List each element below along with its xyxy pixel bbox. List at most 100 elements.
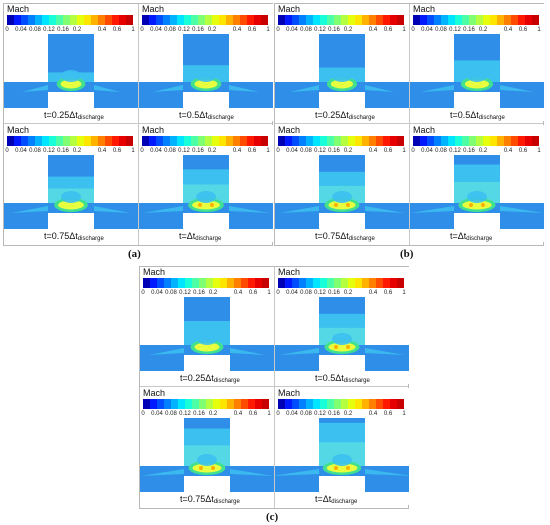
- colorbar-tick-label: 0.12: [314, 290, 326, 296]
- caption-b: (b): [400, 248, 414, 260]
- jet-plume-core: [58, 200, 84, 210]
- jet-plume-core: [60, 79, 82, 89]
- jet-dome: [61, 70, 81, 82]
- colorbar-tick-label: 0.16: [192, 148, 204, 154]
- shear-layer-left: [290, 85, 319, 92]
- mach-contour-plot: [4, 34, 138, 108]
- colorbar-tick-label: 0: [276, 411, 280, 417]
- colorbar-tick-label: 0: [140, 148, 144, 154]
- legend-title: Mach: [413, 125, 436, 135]
- colorbar: [413, 15, 539, 25]
- mach-contour-plot: [4, 155, 138, 229]
- jet-hot-spot: [211, 466, 215, 470]
- colorbar-tick-label: 0.4: [233, 411, 243, 417]
- colorbar-tick-label: 0.08: [435, 27, 447, 33]
- colorbar: [7, 136, 133, 146]
- colorbar-tick-label: 1: [402, 148, 406, 154]
- shear-layer-left: [142, 206, 183, 213]
- colorbar-tick-label: 1: [266, 148, 270, 154]
- colorbar-tick-label: 0.04: [286, 148, 298, 154]
- colorbar-tick-label: 0.16: [57, 148, 69, 154]
- colorbar-tick-label: 0.2: [72, 148, 82, 154]
- colorbar-tick-label: 0.04: [286, 411, 298, 417]
- colorbar-tick-label: 0.16: [463, 148, 475, 154]
- shear-layer-left: [11, 206, 48, 213]
- legend-title: Mach: [7, 125, 30, 135]
- time-label: t=Δtdischarge: [450, 231, 493, 242]
- jet-dome: [197, 333, 217, 345]
- legend-title: Mach: [7, 4, 30, 14]
- colorbar-tick-label: 0.08: [300, 411, 312, 417]
- colorbar-tick-label: 0.16: [328, 411, 340, 417]
- jet-dome: [196, 70, 216, 82]
- caption-a: (a): [128, 248, 141, 260]
- jet-dome: [467, 191, 487, 203]
- colorbar-tick-label: 1: [537, 148, 541, 154]
- time-label: t=0.75Δtdischarge: [315, 231, 375, 242]
- colorbar-tick-label: 0.12: [449, 148, 461, 154]
- colorbar-tick-label: 0.12: [314, 148, 326, 154]
- panel-c-1: Mach 0 0.04 0.08 0.12 0.16 0.2 0.4 0.6 1 t=0.25Δtd…: [140, 267, 274, 384]
- pipe-blockage: [184, 476, 230, 492]
- shear-layer-right: [365, 85, 394, 92]
- figure-group-c: Mach 0 0.04 0.08 0.12 0.16 0.2 0.4 0.6 1 t=0.25Δtd…: [139, 266, 409, 509]
- colorbar-tick-label: 0.4: [503, 148, 513, 154]
- legend-title: Mach: [278, 267, 301, 277]
- panel-b-3: Mach 0 0.04 0.08 0.12 0.16 0.2 0.4 0.6 1 t=0.75Δtd…: [275, 125, 409, 242]
- mach-contour-plot: [139, 155, 273, 229]
- colorbar-tick-label: 0.16: [328, 290, 340, 296]
- jet-hot-spot: [334, 466, 338, 470]
- colorbar-tick-label: 0.08: [300, 290, 312, 296]
- shear-layer-right: [230, 348, 265, 355]
- colorbar-tick-label: 1: [131, 148, 135, 154]
- jet-hot-spot: [469, 203, 473, 207]
- jet-hot-spot: [334, 203, 338, 207]
- colorbar-tick-label: 0: [276, 148, 280, 154]
- colorbar-tick-label: 0: [411, 27, 415, 33]
- colorbar-tick-label: 0.04: [150, 148, 162, 154]
- colorbar-tick-label: 0.12: [179, 411, 191, 417]
- colorbar-tick-label: 0.16: [192, 27, 204, 33]
- colorbar-tick-label: 0.6: [383, 27, 393, 33]
- panel-c-2: Mach 0 0.04 0.08 0.12 0.16 0.2 0.4 0.6 1 t=0.5Δtdi…: [275, 267, 409, 384]
- colorbar: [278, 15, 404, 25]
- shear-layer-left: [152, 85, 183, 92]
- time-label: t=0.25Δtdischarge: [180, 373, 240, 384]
- colorbar-tick-label: 0.04: [151, 411, 163, 417]
- time-label: t=0.75Δtdischarge: [44, 231, 104, 242]
- colorbar-tick-label: 0.6: [518, 148, 528, 154]
- colorbar-tick-label: 0.2: [343, 411, 353, 417]
- shear-layer-right: [365, 206, 405, 213]
- shear-layer-left: [149, 348, 184, 355]
- shear-layer-right: [229, 206, 270, 213]
- pipe-blockage: [184, 355, 230, 371]
- colorbar-tick-label: 1: [402, 411, 406, 417]
- jet-dome: [332, 191, 352, 203]
- colorbar-tick-label: 1: [402, 27, 406, 33]
- jet-hot-spot: [199, 466, 203, 470]
- colorbar-tick-label: 0.2: [343, 148, 353, 154]
- colorbar-tick-label: 1: [267, 411, 271, 417]
- colorbar-tick-label: 0.04: [150, 27, 162, 33]
- colorbar-tick-label: 0.6: [248, 290, 258, 296]
- colorbar-tick-label: 0.08: [29, 27, 41, 33]
- colorbar-tick-label: 0.4: [368, 27, 378, 33]
- panel-a-3: Mach 0 0.04 0.08 0.12 0.16 0.2 0.4 0.6 1 t=0.75Δtd…: [4, 125, 138, 242]
- pipe-blockage: [319, 355, 365, 371]
- time-label: t=Δtdischarge: [179, 231, 222, 242]
- colorbar-tick-label: 0.16: [193, 290, 205, 296]
- colorbar: [143, 278, 269, 288]
- colorbar-tick-label: 0.04: [151, 290, 163, 296]
- time-label: t=0.25Δtdischarge: [315, 110, 375, 121]
- time-label: t=0.5Δtdischarge: [315, 373, 370, 384]
- legend-title: Mach: [278, 4, 301, 14]
- colorbar-tick-label: 0.12: [449, 27, 461, 33]
- colorbar-tick-label: 0.6: [383, 411, 393, 417]
- time-label: t=0.5Δtdischarge: [450, 110, 505, 121]
- panel-b-1: Mach 0 0.04 0.08 0.12 0.16 0.2 0.4 0.6 1 t=0.25Δtd…: [275, 4, 409, 121]
- colorbar-tick-label: 0: [276, 27, 280, 33]
- pipe-blockage: [48, 213, 94, 229]
- panel-b-4: Mach 0 0.04 0.08 0.12 0.16 0.2 0.4 0.6 1 t=Δtdisch…: [410, 125, 544, 242]
- colorbar-tick-label: 0.12: [179, 290, 191, 296]
- colorbar-tick-label: 0.04: [15, 27, 27, 33]
